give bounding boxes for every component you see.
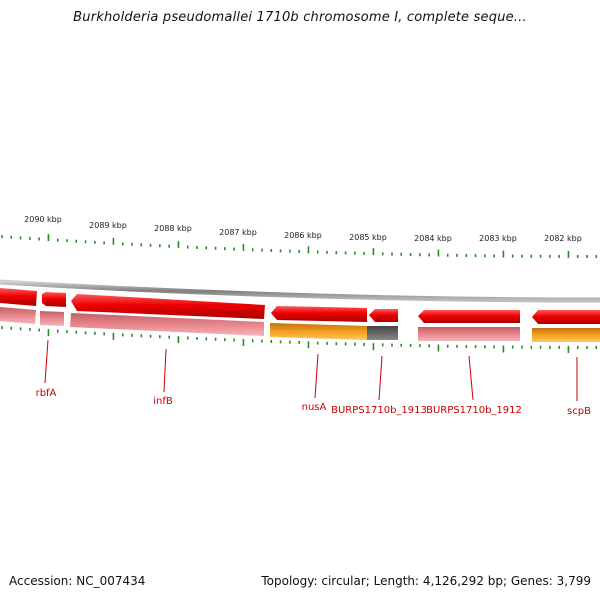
accession-label: Accession: NC_007434: [9, 574, 146, 588]
scale-label: 2087 kbp: [219, 228, 257, 237]
scale-label: 2083 kbp: [479, 234, 517, 243]
callout-line: [314, 353, 319, 399]
gene-label-1912[interactable]: BURPS1710b_1912: [426, 405, 522, 416]
callout-line: [44, 339, 49, 384]
gene-block[interactable]: [40, 311, 64, 326]
gene-arrow[interactable]: [532, 310, 600, 324]
gene-block-nusA[interactable]: [270, 323, 367, 340]
backbone-outer: [0, 279, 600, 303]
upper-ticks: [1, 234, 598, 258]
scale-label: 2090 kbp: [24, 215, 62, 224]
gene-label-nusA[interactable]: nusA: [302, 402, 327, 413]
gene-arrow[interactable]: [271, 306, 367, 322]
scale-label: 2084 kbp: [414, 234, 452, 243]
gene-label-1913[interactable]: BURPS1710b_1913: [331, 405, 427, 416]
scale-label: 2082 kbp: [544, 234, 582, 243]
map-title: Burkholderia pseudomallei 1710b chromoso…: [73, 10, 527, 25]
topology-label: Topology: circular; Length: 4,126,292 bp…: [261, 574, 591, 588]
lower-ticks: [1, 326, 598, 353]
gene-callouts: rbfA infB nusA BURPS1710b_1913 BURPS1710…: [36, 339, 591, 417]
reverse-strand: [0, 307, 600, 342]
gene-block[interactable]: [0, 307, 36, 324]
gene-block[interactable]: [70, 313, 264, 336]
callout-line: [468, 355, 474, 401]
gene-arrow[interactable]: [369, 309, 398, 322]
gene-label-scpB[interactable]: scpB: [567, 406, 591, 417]
scale-label: 2089 kbp: [89, 221, 127, 230]
forward-strand: [0, 288, 600, 324]
scale-labels: 2090 kbp 2089 kbp 2088 kbp 2087 kbp 2086…: [24, 215, 582, 243]
gene-block-1913[interactable]: [367, 326, 398, 340]
gene-label-infB[interactable]: infB: [153, 396, 173, 407]
gene-arrow[interactable]: [71, 294, 265, 319]
scale-label: 2086 kbp: [284, 231, 322, 240]
callout-line: [378, 355, 383, 401]
scale-label: 2088 kbp: [154, 224, 192, 233]
callout-line: [163, 348, 167, 393]
gene-label-rbfA[interactable]: rbfA: [36, 388, 57, 399]
scale-label: 2085 kbp: [349, 233, 387, 242]
gene-block-scpB[interactable]: [532, 328, 600, 342]
gene-arrow[interactable]: [42, 292, 66, 307]
gene-block-1912[interactable]: [418, 327, 520, 341]
gene-arrow[interactable]: [418, 310, 520, 323]
gene-arrow[interactable]: [0, 288, 37, 306]
